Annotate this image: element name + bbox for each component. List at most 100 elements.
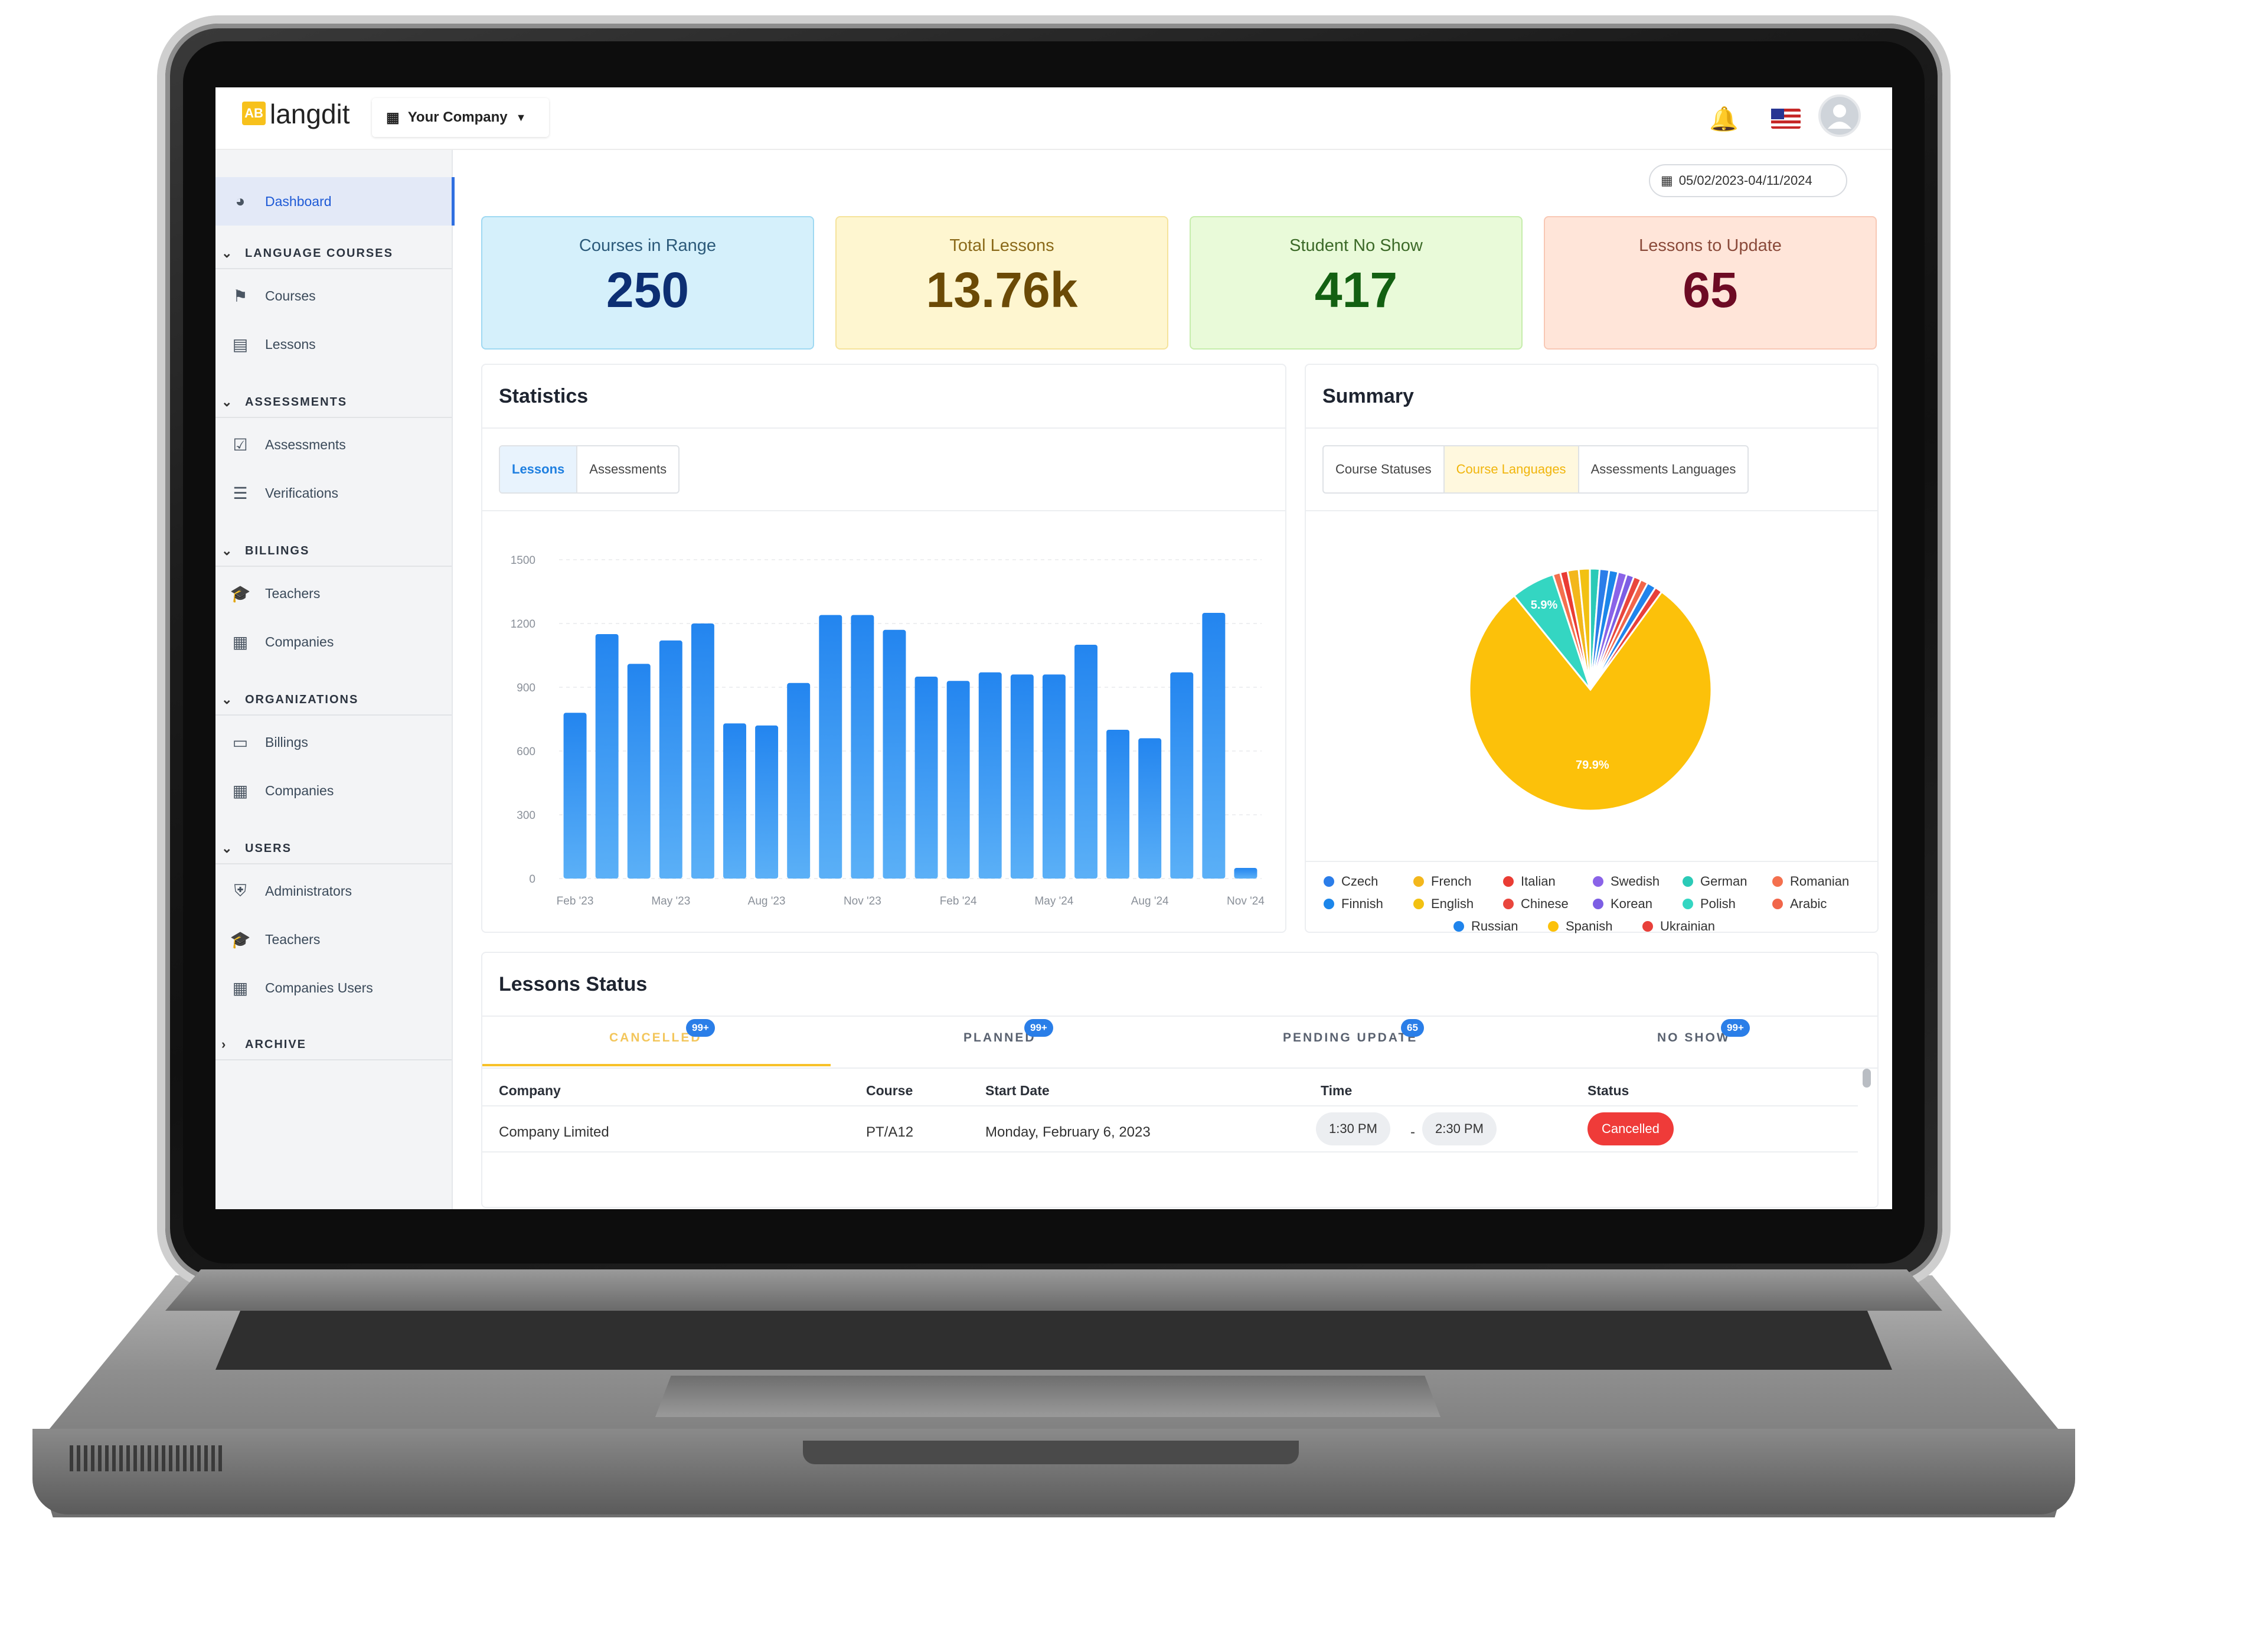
- legend-label: Finnish: [1341, 896, 1383, 911]
- tab-assessments-languages[interactable]: Assessments Languages: [1590, 462, 1736, 476]
- vent-slot: [70, 1445, 73, 1471]
- tab-cancelled[interactable]: CANCELLED: [609, 1031, 702, 1044]
- sidebar-item-verifications[interactable]: ☰ Verifications: [215, 469, 452, 517]
- legend-item-german[interactable]: German: [1683, 874, 1747, 889]
- pie-slice-ukrainian[interactable]: [1589, 586, 1663, 690]
- kpi-total-lessons: Total Lessons 13.76k: [835, 216, 1168, 350]
- tab-no-show[interactable]: NO SHOW: [1657, 1031, 1730, 1044]
- status-badge[interactable]: Cancelled: [1587, 1112, 1674, 1145]
- sidebar-item-lessons[interactable]: ▤ Lessons: [215, 320, 452, 368]
- bar[interactable]: [691, 623, 714, 879]
- pie-slice-spanish[interactable]: [1468, 590, 1713, 812]
- logo-mark: AB: [242, 102, 266, 125]
- sidebar-item-assessments[interactable]: ☑ Assessments: [215, 420, 452, 469]
- bar[interactable]: [1042, 674, 1066, 879]
- sidebar-item-billing-teachers[interactable]: 🎓 Teachers: [215, 569, 452, 618]
- column-header-course[interactable]: Course: [866, 1083, 913, 1098]
- tab-pending-update[interactable]: PENDING UPDATE: [1283, 1031, 1418, 1044]
- sidebar-section-archive[interactable]: › ARCHIVE: [215, 1030, 452, 1060]
- sidebar-item-org-billings[interactable]: ▭ Billings: [215, 718, 452, 766]
- bar[interactable]: [755, 725, 779, 879]
- laptop-hinge: [165, 1269, 1942, 1311]
- vent-slot: [211, 1445, 215, 1471]
- sidebar-section-billings[interactable]: ⌄ BILLINGS: [215, 536, 452, 567]
- column-header-company[interactable]: Company: [499, 1083, 561, 1098]
- bar[interactable]: [1010, 674, 1034, 879]
- sidebar-item-dashboard[interactable]: ◕ Dashboard: [215, 177, 455, 226]
- bar[interactable]: [946, 681, 970, 879]
- legend-item-italian[interactable]: Italian: [1503, 874, 1556, 889]
- sidebar-item-label: Companies: [265, 782, 334, 798]
- bell-icon[interactable]: 🔔: [1709, 106, 1739, 132]
- bar[interactable]: [978, 672, 1002, 879]
- sidebar-item-user-teachers[interactable]: 🎓 Teachers: [215, 915, 452, 964]
- company-selector[interactable]: ▦ Your Company ▼: [372, 98, 549, 137]
- legend-item-polish[interactable]: Polish: [1683, 896, 1736, 912]
- column-header-status[interactable]: Status: [1587, 1083, 1629, 1098]
- legend-item-arabic[interactable]: Arabic: [1772, 896, 1827, 912]
- no-show-count-badge: 99+: [1721, 1019, 1750, 1037]
- bar[interactable]: [1202, 613, 1226, 879]
- bar[interactable]: [1106, 730, 1130, 879]
- sidebar-item-billing-companies[interactable]: ▦ Companies: [215, 618, 452, 666]
- legend-item-spanish[interactable]: Spanish: [1548, 919, 1613, 934]
- bar[interactable]: [1138, 738, 1162, 879]
- chevron-down-icon: ⌄: [221, 394, 234, 409]
- user-shield-icon: ⛨: [234, 881, 247, 900]
- kpi-label: Lessons to Update: [1639, 236, 1782, 255]
- column-header-time[interactable]: Time: [1321, 1083, 1353, 1098]
- divider: [1306, 861, 1877, 862]
- pie-slice-label: 5.9%: [1531, 599, 1558, 612]
- bar[interactable]: [1234, 868, 1257, 879]
- legend-item-ukrainian[interactable]: Ukrainian: [1642, 919, 1715, 934]
- us-flag-icon[interactable]: [1771, 109, 1801, 129]
- sidebar-item-org-companies[interactable]: ▦ Companies: [215, 766, 452, 815]
- table-scrollbar[interactable]: [1863, 1069, 1871, 1088]
- sidebar-section-users[interactable]: ⌄ USERS: [215, 834, 452, 864]
- sidebar-section-language-courses[interactable]: ⌄ LANGUAGE COURSES: [215, 239, 452, 269]
- bar[interactable]: [723, 723, 746, 879]
- bar[interactable]: [883, 629, 906, 879]
- bar[interactable]: [1074, 645, 1097, 879]
- legend-item-finnish[interactable]: Finnish: [1324, 896, 1383, 912]
- bar[interactable]: [627, 664, 651, 879]
- date-range-picker[interactable]: ▦ 05/02/2023-04/11/2024: [1649, 164, 1847, 197]
- tab-planned[interactable]: PLANNED: [963, 1031, 1036, 1044]
- tab-lessons[interactable]: Lessons: [500, 446, 578, 492]
- bar[interactable]: [787, 683, 811, 879]
- sidebar-item-courses[interactable]: ⚑ Courses: [215, 272, 452, 320]
- bar[interactable]: [563, 713, 587, 879]
- legend-item-korean[interactable]: Korean: [1593, 896, 1652, 912]
- kpi-value: 250: [606, 262, 690, 318]
- chevron-down-icon: ⌄: [221, 841, 234, 856]
- bar[interactable]: [819, 615, 842, 879]
- bar[interactable]: [914, 677, 938, 879]
- legend-dot: [1593, 876, 1603, 887]
- lessons-status-card: Lessons Status CANCELLED 99+ PLANNED 99+…: [481, 952, 1879, 1208]
- legend-item-russian[interactable]: Russian: [1453, 919, 1518, 934]
- legend-item-english[interactable]: English: [1413, 896, 1474, 912]
- avatar[interactable]: [1818, 94, 1861, 137]
- divider: [482, 1105, 1858, 1106]
- tab-course-statuses[interactable]: Course Statuses: [1324, 446, 1445, 492]
- column-header-start-date[interactable]: Start Date: [985, 1083, 1050, 1098]
- y-tick-label: 900: [517, 682, 535, 694]
- legend-item-french[interactable]: French: [1413, 874, 1471, 889]
- checklist-icon: ☑: [233, 435, 248, 454]
- legend-item-romanian[interactable]: Romanian: [1772, 874, 1849, 889]
- tab-course-languages[interactable]: Course Languages: [1444, 446, 1579, 492]
- bar[interactable]: [851, 615, 874, 879]
- table-row[interactable]: Company Limited PT/A12 Monday, February …: [482, 1108, 1858, 1151]
- bar[interactable]: [1170, 672, 1194, 879]
- bar[interactable]: [595, 634, 619, 879]
- sidebar-section-organizations[interactable]: ⌄ ORGANIZATIONS: [215, 685, 452, 716]
- bar[interactable]: [659, 640, 682, 879]
- tab-assessments[interactable]: Assessments: [589, 462, 667, 476]
- legend-item-czech[interactable]: Czech: [1324, 874, 1378, 889]
- sidebar-section-assessments[interactable]: ⌄ ASSESSMENTS: [215, 387, 452, 418]
- legend-item-swedish[interactable]: Swedish: [1593, 874, 1660, 889]
- sidebar-item-companies-users[interactable]: ▦ Companies Users: [215, 964, 452, 1012]
- sidebar-item-administrators[interactable]: ⛨ Administrators: [215, 867, 452, 915]
- legend-item-chinese[interactable]: Chinese: [1503, 896, 1569, 912]
- x-tick-label: May '24: [1034, 895, 1073, 907]
